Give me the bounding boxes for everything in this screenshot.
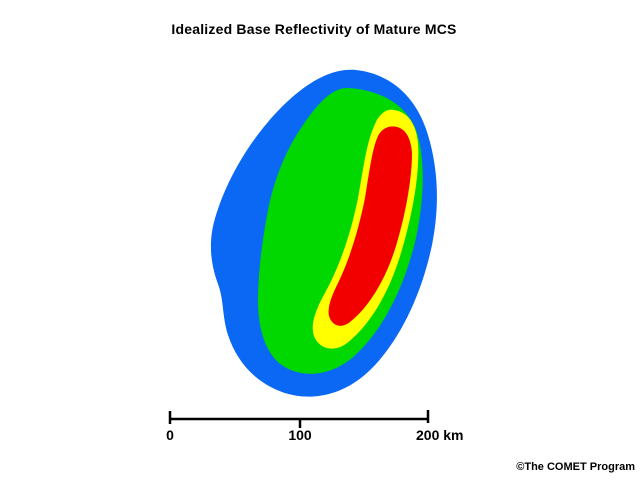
copyright-notice: ©The COMET Program [516, 461, 635, 473]
scale-label-200km: 200 km [416, 427, 464, 443]
scale-label-100: 100 [288, 427, 312, 443]
scale-label-0: 0 [166, 427, 174, 443]
scale-bar [168, 410, 430, 428]
reflectivity-contour-red-core [328, 126, 412, 326]
figure-title: Idealized Base Reflectivity of Mature MC… [171, 21, 457, 37]
